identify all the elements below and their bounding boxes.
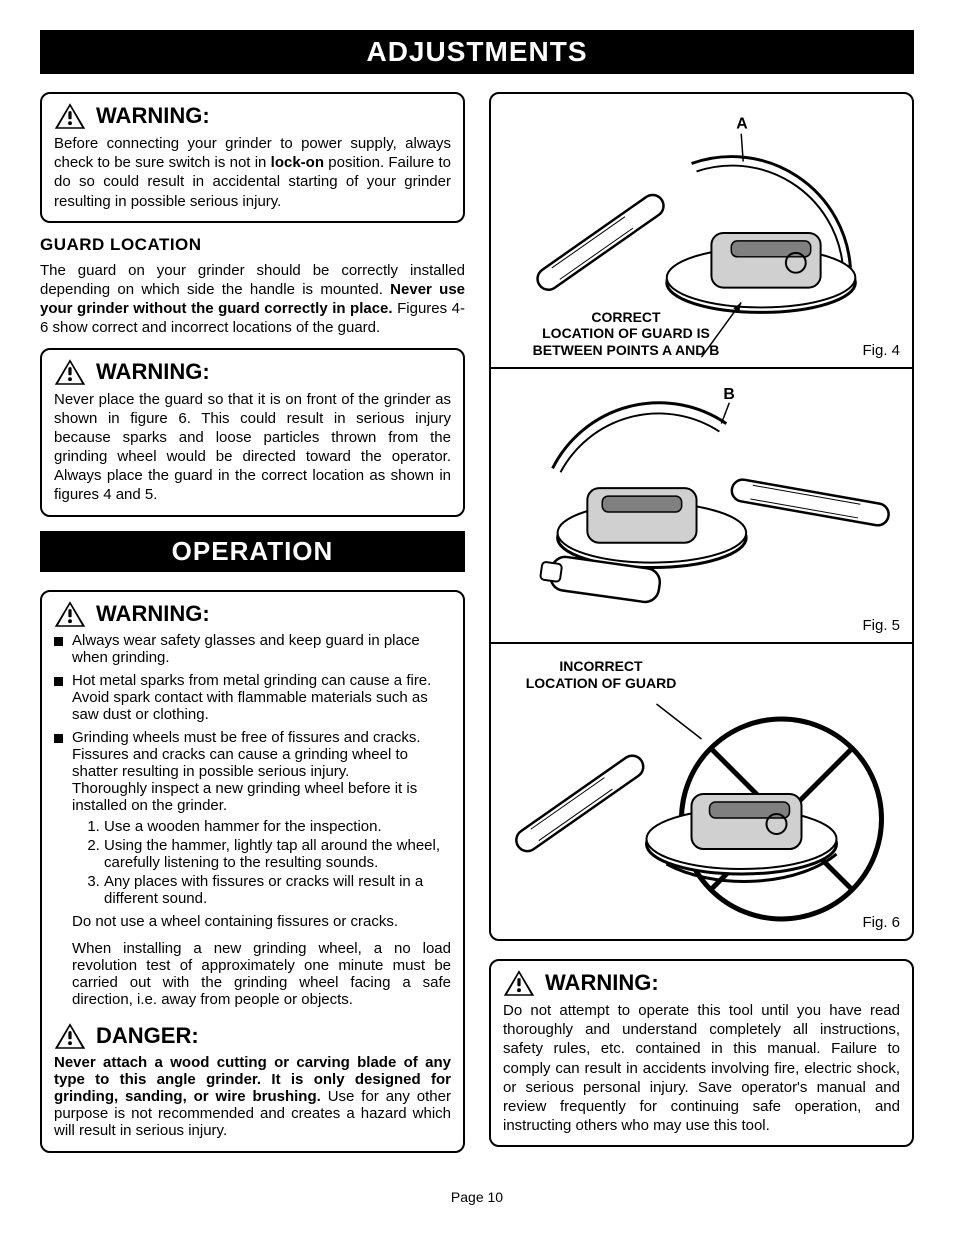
two-column-layout: WARNING: Before connecting your grinder …	[40, 92, 914, 1165]
bullet-3: Grinding wheels must be free of fissures…	[54, 729, 451, 907]
warning-icon	[54, 358, 86, 386]
bullet-2: Hot metal sparks from metal grinding can…	[54, 672, 451, 723]
figures-box: A CORRECT LOCATION OF GUARD IS BETWEEN P…	[489, 92, 914, 941]
figure-5: B Fig. 5	[491, 369, 912, 644]
inspection-steps: Use a wooden hammer for the inspection. …	[72, 818, 451, 907]
no-fissures-note: Do not use a wheel containing fissures o…	[72, 913, 451, 930]
warning-box-right: WARNING: Do not attempt to operate this …	[489, 959, 914, 1147]
adjustments-header: ADJUSTMENTS	[40, 30, 914, 74]
left-column: WARNING: Before connecting your grinder …	[40, 92, 465, 1165]
fig6-caption-1: INCORRECT	[559, 658, 642, 674]
warning-box-1: WARNING: Before connecting your grinder …	[40, 92, 465, 223]
danger-text: Never attach a wood cutting or carving b…	[54, 1054, 451, 1139]
warning-icon	[503, 969, 535, 997]
operation-header: OPERATION	[40, 531, 465, 572]
warning-label: WARNING:	[96, 103, 210, 129]
warning-right-text: Do not attempt to operate this tool unti…	[503, 1001, 900, 1135]
step-3: Any places with fissures or cracks will …	[104, 873, 451, 907]
fig5-label: Fig. 5	[862, 617, 900, 634]
guard-location-para: The guard on your grinder should be corr…	[40, 261, 465, 338]
right-column: A CORRECT LOCATION OF GUARD IS BETWEEN P…	[489, 92, 914, 1165]
warning-box-3: WARNING: Always wear safety glasses and …	[40, 590, 465, 1153]
page-number: Page 10	[40, 1189, 914, 1205]
warning-icon	[54, 600, 86, 628]
warning-2-text: Never place the guard so that it is on f…	[54, 390, 451, 505]
warning-label: WARNING:	[96, 601, 210, 627]
fig4-caption-1: CORRECT	[591, 309, 660, 325]
bullet-1: Always wear safety glasses and keep guar…	[54, 632, 451, 666]
warning-box-2: WARNING: Never place the guard so that i…	[40, 348, 465, 517]
no-load-test-note: When installing a new grinding wheel, a …	[72, 940, 451, 1008]
guard-location-title: GUARD LOCATION	[40, 235, 465, 255]
svg-text:B: B	[723, 386, 734, 403]
warning-icon	[54, 102, 86, 130]
fig6-caption-2: LOCATION OF GUARD	[526, 675, 677, 691]
figure-4: A CORRECT LOCATION OF GUARD IS BETWEEN P…	[491, 94, 912, 369]
warning-1-text: Before connecting your grinder to power …	[54, 134, 451, 211]
fig6-label: Fig. 6	[862, 914, 900, 931]
fig4-label: Fig. 4	[862, 342, 900, 359]
fig4-caption-3: BETWEEN POINTS A AND B	[533, 342, 720, 358]
warning-icon	[54, 1022, 86, 1050]
fig5-svg: B	[491, 369, 912, 642]
danger-label: DANGER:	[96, 1023, 199, 1049]
fig4-caption-2: LOCATION OF GUARD IS	[542, 325, 710, 341]
svg-text:A: A	[736, 116, 748, 133]
step-1: Use a wooden hammer for the inspection.	[104, 818, 451, 835]
step-2: Using the hammer, lightly tap all around…	[104, 837, 451, 871]
warning-label: WARNING:	[96, 359, 210, 385]
warning-label: WARNING:	[545, 970, 659, 996]
warning-3-list: Always wear safety glasses and keep guar…	[54, 632, 451, 907]
figure-6: INCORRECT LOCATION OF GUARD Fig. 6	[491, 644, 912, 939]
